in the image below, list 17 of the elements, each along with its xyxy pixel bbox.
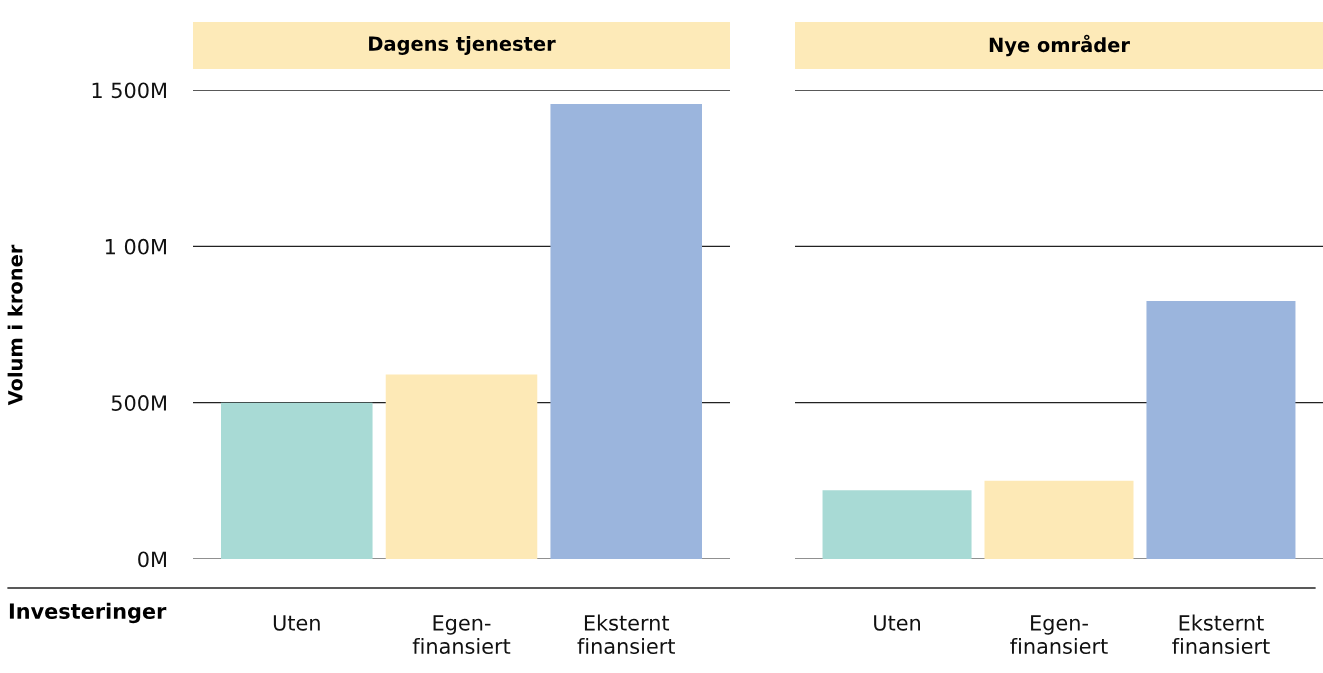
x-tick-label: Eksternt finansiert [1172, 614, 1270, 655]
bar [221, 402, 373, 559]
bar [550, 104, 702, 559]
x-tick-label: Egen- finansiert [412, 615, 511, 655]
x-tick-label: Uten [273, 615, 320, 631]
x-tick-label: Uten [874, 615, 920, 631]
chart-title: Dagens tjenester [369, 35, 556, 55]
y-tick-label: 1 500M [92, 82, 166, 99]
y-tick-label: 0M [138, 551, 166, 568]
x-tick-label: Eksternt finansiert [577, 614, 675, 655]
x-tick-label: Egen- finansiert [1010, 615, 1108, 655]
chart-title: Nye områder [989, 34, 1130, 57]
y-tick-label: 500M [111, 395, 166, 411]
y-axis-title: Volum i kroner [7, 244, 23, 406]
y-tick-label: 1 00M [105, 238, 166, 255]
text: Investeringer [9, 602, 167, 624]
bar [385, 374, 538, 559]
